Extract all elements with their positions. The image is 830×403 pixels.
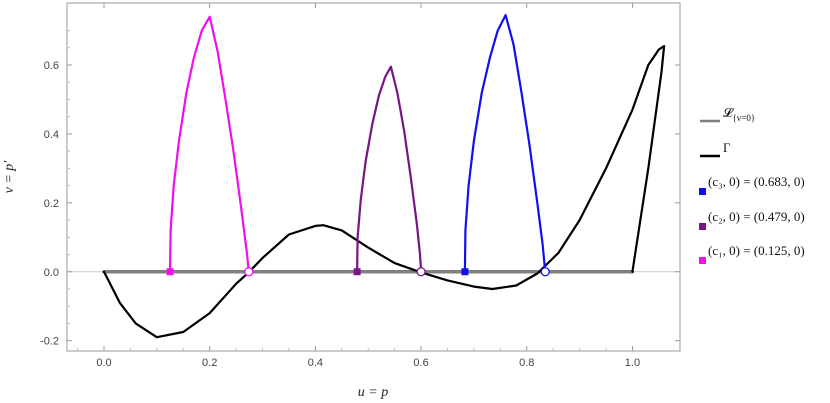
plot-frame: [66, 2, 681, 352]
marker-c1-circle: [244, 267, 254, 277]
series-c1-line: [168, 15, 250, 273]
x-tick-label: 0.0: [96, 357, 111, 369]
marker-c3-circle: [540, 267, 550, 277]
legend: 𝓛{v=0} Γ (c₃, 0) = (0.683, 0) (c₂, 0) = (0.…: [699, 105, 805, 264]
x-tick-label: 0.2: [202, 357, 217, 369]
legend-label-Gamma: Γ: [723, 140, 731, 155]
legend-swatch-c2: [699, 223, 706, 230]
legend-swatch-c3: [699, 188, 706, 195]
y-tick-label: 0.2: [44, 198, 59, 210]
marker-c1-square: [166, 268, 174, 276]
legend-label-c3: (c₃, 0) = (0.683, 0): [708, 174, 805, 189]
x-axis-label: u = p: [358, 385, 388, 400]
marker-c2-circle: [416, 267, 426, 277]
legend-label-c2: (c₂, 0) = (0.479, 0): [708, 209, 805, 224]
marker-c2-square: [353, 268, 361, 276]
markers-layer: [166, 267, 550, 277]
series-c2-line: [356, 65, 423, 273]
legend-swatch-c1: [699, 257, 706, 264]
y-tick-label: 0.0: [44, 267, 59, 279]
x-tick-label: 0.4: [308, 357, 323, 369]
axis-ticks: 0.0 0.2 0.4 0.6 0.8 1.0 -0.2 0.0 0.2 0.4 0.6: [40, 3, 680, 369]
marker-c3-square: [461, 268, 469, 276]
y-axis-label: v = p′: [2, 160, 17, 194]
legend-label-c1: (c₁, 0) = (0.125, 0): [708, 243, 805, 258]
x-tick-label: 0.8: [519, 357, 534, 369]
legend-label-L: 𝓛{v=0}: [723, 105, 755, 123]
y-tick-label: -0.2: [40, 336, 59, 348]
y-tick-label: 0.6: [44, 60, 59, 72]
series-layer: [102, 14, 666, 339]
x-tick-label: 0.6: [413, 357, 428, 369]
x-tick-label: 1.0: [625, 357, 640, 369]
series-c3-line: [463, 14, 547, 273]
y-tick-label: 0.4: [44, 129, 59, 141]
